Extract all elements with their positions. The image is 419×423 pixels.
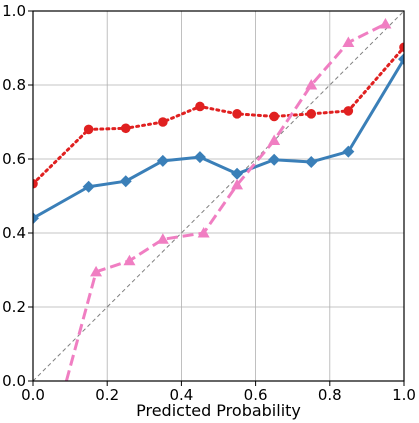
data-point xyxy=(119,175,132,188)
data-point xyxy=(379,17,392,29)
data-point xyxy=(33,178,38,189)
data-point xyxy=(342,36,355,47)
series-3 xyxy=(64,17,392,381)
series-group xyxy=(33,17,404,381)
data-point xyxy=(399,42,404,53)
data-point xyxy=(343,106,354,116)
x-tick-label: 0.6 xyxy=(244,386,268,404)
y-tick-label: 0.8 xyxy=(2,76,26,94)
data-point xyxy=(123,254,136,266)
data-point xyxy=(398,53,404,66)
x-tick-label: 0.0 xyxy=(21,386,45,404)
axis-ticks: 0.0 0.2 0.4 0.6 0.8 1.0 0.0 0.2 0.4 0.6 0.8 1.0 xyxy=(2,2,416,404)
data-point xyxy=(231,178,244,190)
data-point xyxy=(195,101,205,112)
reference-line xyxy=(32,10,405,382)
data-point xyxy=(83,124,94,135)
data-point xyxy=(197,227,210,238)
data-point xyxy=(193,151,206,164)
data-point xyxy=(156,233,169,244)
series-line xyxy=(64,22,387,381)
data-point xyxy=(33,212,39,225)
data-point xyxy=(82,180,95,193)
data-point xyxy=(269,111,279,122)
reference-diagonal xyxy=(32,10,405,382)
series-2 xyxy=(33,42,404,189)
data-point xyxy=(158,117,168,127)
data-point xyxy=(305,79,318,90)
x-tick-label: 0.8 xyxy=(318,386,342,404)
data-point xyxy=(120,123,131,134)
series-line xyxy=(33,45,404,186)
y-tick-label: 0.0 xyxy=(2,372,26,390)
data-point xyxy=(268,153,281,166)
data-point xyxy=(231,167,244,180)
y-tick-label: 1.0 xyxy=(2,2,26,20)
data-point xyxy=(305,155,318,168)
data-point xyxy=(342,145,355,158)
x-axis-label: Predicted Probability xyxy=(136,401,301,420)
y-tick-label: 0.6 xyxy=(2,150,26,168)
plot-frame xyxy=(32,10,405,382)
x-tick-label: 1.0 xyxy=(392,386,416,404)
data-point xyxy=(232,109,242,119)
data-point xyxy=(306,109,317,119)
x-tick-label: 0.4 xyxy=(169,386,193,404)
x-tick-label: 0.2 xyxy=(95,386,119,404)
series-line xyxy=(33,58,404,220)
y-tick-label: 0.2 xyxy=(2,298,26,316)
series-1 xyxy=(33,53,404,225)
data-point xyxy=(90,265,103,277)
data-point xyxy=(156,154,169,167)
y-tick-label: 0.4 xyxy=(2,224,26,242)
data-point xyxy=(268,134,281,145)
